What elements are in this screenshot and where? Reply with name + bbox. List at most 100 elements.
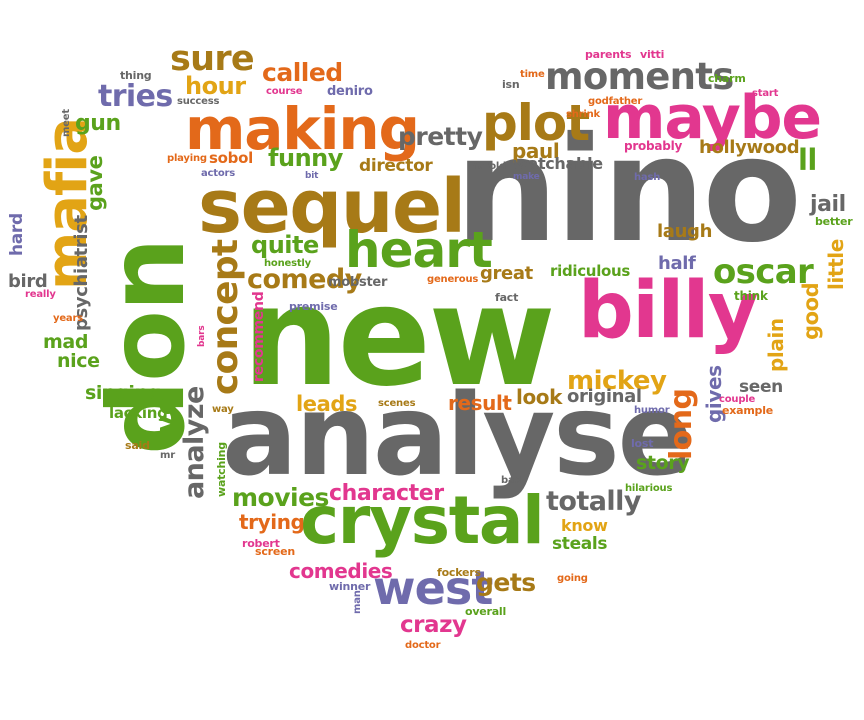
word-quite: quite	[251, 231, 319, 259]
word-analyse: analyse	[222, 371, 693, 501]
word-bad: bad	[501, 475, 522, 486]
word-long: long	[664, 388, 699, 460]
word-screen: screen	[255, 545, 295, 558]
word-way: way	[212, 404, 234, 415]
word-godfather: godfather	[588, 96, 643, 107]
word-meet: meet	[61, 109, 72, 137]
word-story: story	[636, 452, 690, 474]
word-fockers: fockers	[437, 566, 481, 579]
word-totally: totally	[546, 486, 641, 517]
word-movies: movies	[232, 483, 329, 512]
word-doctor: doctor	[405, 640, 441, 651]
word-heart: heart	[345, 221, 493, 279]
word-thing: thing	[120, 69, 152, 82]
word-nino: nino	[455, 106, 802, 275]
word-crystal: crystal	[300, 482, 545, 559]
word-singing: singing	[85, 382, 161, 404]
word-plot: plot	[482, 94, 590, 152]
word-course: course	[266, 86, 303, 97]
word-premise: premise	[289, 300, 338, 313]
word-half: half	[658, 253, 696, 274]
word-really: really	[25, 289, 56, 300]
word-parents: parents	[585, 48, 632, 61]
word-moments: moments	[545, 55, 734, 98]
word-ll: ll	[798, 143, 817, 177]
word-example: example	[722, 404, 774, 417]
word-plain: plain	[764, 318, 788, 372]
word-director: director	[359, 156, 433, 176]
word-shrink: shrink	[566, 109, 601, 120]
word-comedies: comedies	[289, 559, 393, 583]
word-look: look	[516, 385, 563, 409]
word-west: west	[373, 561, 493, 615]
word-actors: actors	[201, 168, 236, 179]
word-lacking: lacking	[109, 404, 168, 422]
word-mr: mr	[160, 450, 175, 461]
word-concept: concept	[205, 239, 246, 395]
word-time: time	[520, 69, 545, 80]
word-sequel: sequel	[198, 164, 466, 250]
word-maybe: maybe	[603, 83, 822, 153]
word-fact: fact	[495, 291, 519, 304]
word-result: result	[448, 391, 512, 415]
word-making: making	[185, 95, 420, 163]
word-vitti: vitti	[640, 48, 665, 61]
word-mobster: mobster	[328, 275, 388, 290]
word-harold: harold	[471, 161, 507, 172]
word-going: going	[557, 573, 588, 584]
word-character: character	[329, 481, 444, 506]
word-charm: charm	[708, 72, 746, 85]
word-steals: steals	[552, 534, 608, 554]
word-good: good	[799, 282, 823, 340]
word-analyze: analyze	[179, 386, 210, 499]
word-watchable: watchable	[513, 154, 603, 173]
word-start: start	[752, 88, 779, 99]
word-new: new	[242, 256, 556, 417]
word-think: think	[734, 289, 768, 303]
word-trying: trying	[239, 510, 305, 534]
word-man: man	[352, 590, 363, 614]
word-mickey: mickey	[567, 366, 667, 396]
word-ridiculous: ridiculous	[550, 262, 631, 280]
word-robert: robert	[242, 537, 280, 550]
word-recommend: recommend	[251, 291, 267, 382]
word-bird: bird	[8, 271, 48, 292]
word-comedy: comedy	[247, 264, 362, 295]
word-leads: leads	[296, 392, 358, 416]
word-laugh: laugh	[657, 221, 713, 242]
word-crazy: crazy	[400, 612, 467, 638]
word-mad: mad	[43, 331, 89, 353]
word-probably: probably	[624, 139, 683, 153]
word-honestly: honestly	[264, 258, 311, 269]
word-jail: jail	[810, 192, 846, 217]
word-bit: bit	[305, 171, 319, 181]
word-better: better	[815, 215, 853, 228]
word-success: success	[177, 96, 220, 107]
word-hollywood: hollywood	[699, 137, 800, 158]
word-hash: hash	[634, 172, 661, 183]
word-sure: sure	[170, 39, 255, 79]
word-nice: nice	[57, 350, 100, 372]
word-pretty: pretty	[398, 122, 483, 151]
word-great: great	[480, 263, 533, 284]
word-funny: funny	[268, 144, 343, 172]
word-gets: gets	[476, 568, 536, 597]
word-playing: playing	[167, 153, 207, 164]
word-sobol: sobol	[209, 149, 253, 167]
word-hilarious: hilarious	[625, 483, 673, 494]
word-lost: lost	[631, 437, 654, 450]
word-oscar: oscar	[713, 252, 814, 292]
word-said: said	[125, 439, 150, 452]
word-winner: winner	[329, 580, 371, 593]
word-deniro: deniro	[327, 84, 373, 99]
word-know: know	[561, 516, 608, 535]
word-couple: couple	[719, 394, 756, 405]
word-seen: seen	[739, 377, 783, 397]
word-gun: gun	[75, 111, 121, 136]
word-hour: hour	[185, 72, 246, 100]
word-billy: billy	[578, 266, 759, 356]
word-bars: bars	[197, 325, 207, 347]
word-watching: watching	[215, 442, 228, 497]
word-called: called	[262, 58, 343, 87]
